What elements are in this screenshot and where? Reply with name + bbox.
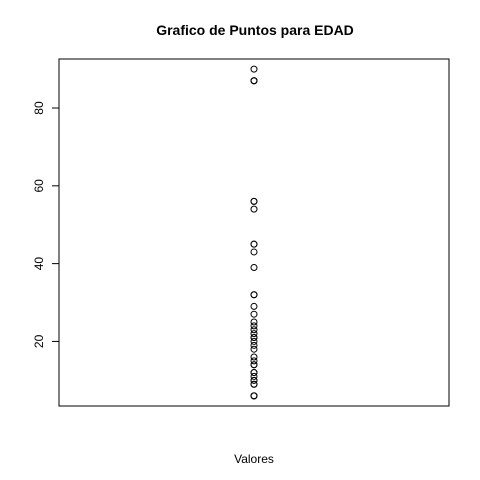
data-point <box>250 330 258 338</box>
data-point <box>250 345 258 353</box>
data-point <box>250 240 258 248</box>
data-point <box>250 326 258 334</box>
data-points <box>250 65 258 400</box>
data-point <box>250 372 258 380</box>
data-point <box>250 380 258 388</box>
data-point <box>250 322 258 330</box>
data-point <box>250 318 258 326</box>
plot-frame <box>58 58 450 407</box>
data-point <box>250 376 258 384</box>
data-point <box>250 65 258 73</box>
y-tick-label: 60 <box>32 179 46 193</box>
y-tick-label: 80 <box>32 101 46 115</box>
data-point <box>250 334 258 342</box>
data-point <box>250 392 258 400</box>
data-point <box>250 264 258 272</box>
data-point <box>250 341 258 349</box>
y-tick-label: 40 <box>32 257 46 271</box>
data-point <box>250 357 258 365</box>
data-point <box>250 310 258 318</box>
data-point <box>250 197 258 205</box>
x-axis-label: Valores <box>234 452 274 466</box>
data-point <box>250 353 258 361</box>
data-point <box>250 291 258 299</box>
data-point <box>250 369 258 377</box>
data-point <box>250 337 258 345</box>
chart-title: Grafico de Puntos para EDAD <box>156 22 354 38</box>
data-point <box>250 248 258 256</box>
y-axis: 20 40 60 80 <box>32 101 59 348</box>
data-point <box>250 205 258 213</box>
data-point <box>250 302 258 310</box>
data-point <box>250 77 258 85</box>
y-tick-label: 20 <box>32 334 46 348</box>
data-point <box>250 361 258 369</box>
